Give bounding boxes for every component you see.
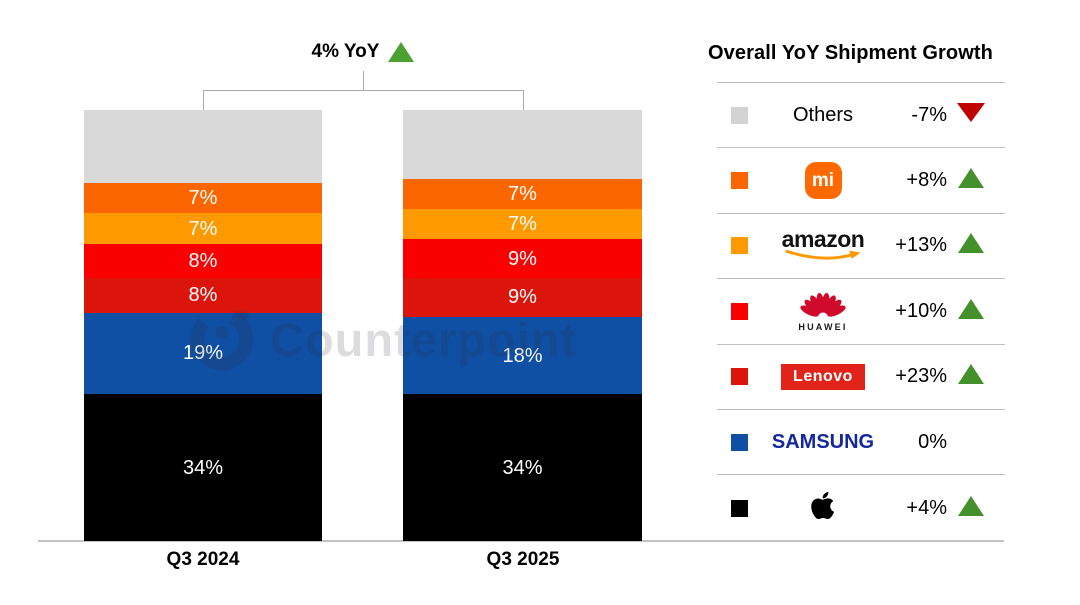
samsung-logo: SAMSUNG — [771, 430, 875, 453]
bracket-right-drop — [523, 90, 524, 110]
legend-row-xiaomi: mi +8% — [717, 148, 1005, 214]
bracket-left-drop — [203, 90, 204, 110]
legend-row-others: Others -7% — [717, 83, 1005, 149]
bar-segment-others — [403, 110, 642, 179]
segment-value-label: 9% — [508, 286, 537, 309]
amazon-logo: amazon — [782, 227, 865, 263]
growth-up-icon — [958, 495, 984, 516]
bar-segment-xiaomi: 7% — [403, 178, 642, 210]
bar-segment-xiaomi: 7% — [84, 183, 322, 214]
segment-value-label: 8% — [188, 284, 218, 307]
overall-growth-label: 4% YoY — [311, 41, 380, 62]
legend-swatch-amazon — [731, 237, 748, 255]
segment-value-label: 7% — [188, 187, 218, 210]
growth-value-others: -7% — [911, 103, 947, 126]
segment-value-label: 34% — [182, 456, 224, 479]
bar-segment-lenovo: 8% — [84, 278, 322, 313]
bracket-stub — [363, 71, 364, 90]
bar-segment-lenovo: 9% — [403, 278, 642, 317]
growth-value-lenovo: +23% — [895, 365, 947, 388]
segment-value-label: 9% — [508, 247, 537, 270]
bar-segment-amazon: 7% — [84, 213, 322, 244]
legend-swatch-others — [731, 106, 748, 124]
growth-up-icon — [388, 42, 415, 62]
bar-segment-samsung: 18% — [403, 316, 642, 395]
bar-segment-huawei: 9% — [403, 239, 642, 279]
stacked-bar-q3-2024: 7% 7% 8% 8% 19% 34% — [84, 110, 322, 541]
legend-row-apple: +4% — [717, 475, 1005, 540]
legend-swatch-lenovo — [731, 368, 748, 386]
lenovo-logo: Lenovo — [781, 363, 865, 390]
growth-value-amazon: +13% — [895, 234, 947, 257]
legend-swatch-samsung — [731, 433, 748, 451]
x-axis-label-q3-2025: Q3 2025 — [486, 549, 560, 570]
segment-value-label: 18% — [502, 344, 543, 367]
segment-value-label: 7% — [188, 217, 218, 240]
xiaomi-logo: mi — [804, 162, 842, 200]
bar-segment-samsung: 19% — [84, 312, 322, 395]
bar-segment-apple: 34% — [84, 394, 322, 541]
stacked-bar-q3-2025: 7% 7% 9% 9% 18% 34% — [403, 110, 642, 541]
others-label: Others — [792, 103, 854, 126]
growth-value-apple: +4% — [906, 496, 947, 519]
legend-header: Overall YoY Shipment Growth — [708, 42, 993, 64]
growth-down-icon — [957, 103, 985, 123]
bar-segment-amazon: 7% — [403, 209, 642, 240]
legend-row-samsung: SAMSUNG 0% — [717, 410, 1005, 476]
apple-logo — [811, 490, 835, 526]
growth-value-samsung: 0% — [918, 430, 947, 453]
segment-value-label: 8% — [188, 249, 218, 272]
legend-row-amazon: amazon +13% — [717, 214, 1005, 280]
legend-row-huawei: HUAWEI +10% — [717, 279, 1005, 345]
bar-segment-huawei: 8% — [84, 243, 322, 279]
growth-up-icon — [958, 298, 984, 319]
bar-segment-others — [84, 110, 322, 184]
segment-value-label: 7% — [508, 213, 537, 236]
legend-row-lenovo: Lenovo +23% — [717, 345, 1005, 410]
growth-value-huawei: +10% — [895, 299, 947, 322]
bracket-horizontal — [203, 90, 524, 91]
legend: Others -7% mi +8% amazon +13% HUAWEI +10% Le… — [717, 82, 1005, 541]
legend-swatch-apple — [731, 499, 748, 517]
apple-icon — [811, 491, 835, 520]
growth-up-icon — [958, 364, 984, 385]
overall-growth-title: 4% YoY — [253, 38, 473, 66]
legend-swatch-huawei — [731, 302, 748, 320]
x-axis-label-q3-2024: Q3 2024 — [166, 549, 240, 570]
segment-value-label: 19% — [182, 342, 224, 365]
bar-segment-apple: 34% — [403, 394, 642, 541]
growth-up-icon — [958, 233, 984, 254]
huawei-flower-icon — [800, 292, 846, 317]
segment-value-label: 7% — [508, 183, 537, 206]
x-axis-line — [38, 540, 1004, 542]
growth-up-icon — [958, 168, 984, 189]
growth-value-xiaomi: +8% — [906, 169, 947, 192]
huawei-logo: HUAWEI — [797, 291, 849, 332]
amazon-smile-icon — [785, 250, 861, 260]
legend-swatch-xiaomi — [731, 172, 748, 190]
segment-value-label: 34% — [502, 456, 543, 479]
